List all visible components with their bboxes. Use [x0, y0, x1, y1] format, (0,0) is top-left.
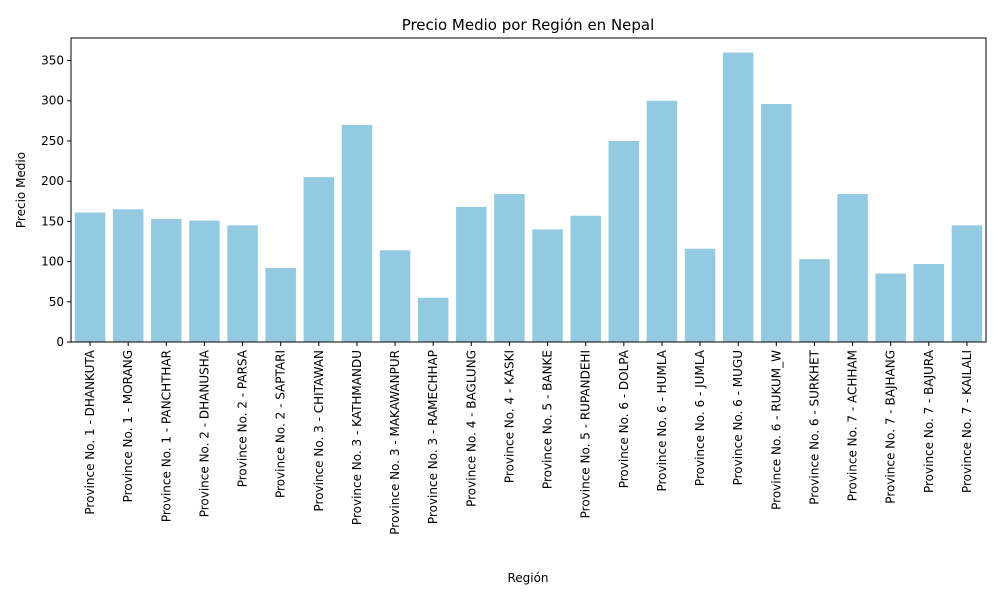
bar	[341, 124, 373, 342]
x-tick-label: Province No. 4 - BAGLUNG	[464, 350, 478, 507]
x-tick-label: Province No. 3 - KATHMANDU	[350, 350, 364, 525]
bar	[837, 194, 868, 342]
y-tick-label: 0	[56, 335, 64, 349]
x-tick-label: Province No. 4 - KASKI	[502, 350, 516, 483]
bar	[684, 248, 716, 342]
bar	[417, 297, 449, 342]
x-axis: Province No. 1 - DHANKUTA Province No. 1 …	[83, 342, 974, 535]
x-tick-label: Province No. 6 - HUMLA	[655, 349, 669, 491]
bar	[570, 215, 601, 342]
x-tick-label: Province No. 5 - BANKE	[541, 350, 555, 489]
x-tick-label: Province No. 1 - PANCHTHAR	[159, 350, 173, 522]
x-tick-label: Province No. 3 - CHITAWAN	[312, 350, 326, 512]
y-tick-label: 200	[41, 174, 64, 188]
bar	[608, 140, 640, 342]
bar	[227, 225, 258, 342]
x-tick-label: Province No. 2 - DHANUSHA	[197, 349, 211, 517]
x-tick-label: Province No. 3 - MAKAWANPUR	[388, 350, 402, 535]
x-tick-label: Province No. 2 - SAPTARI	[274, 350, 288, 498]
x-tick-label: Province No. 3 - RAMECHHAP	[426, 350, 440, 524]
bars-group	[74, 52, 983, 342]
bar	[761, 103, 792, 342]
bar	[303, 177, 335, 342]
chart-title: Precio Medio por Región en Nepal	[402, 16, 655, 34]
bar	[379, 250, 411, 342]
x-tick-label: Province No. 7 - KAILALI	[960, 350, 974, 493]
x-tick-label: Province No. 7 - BAJURA	[922, 349, 936, 493]
x-tick-label: Province No. 6 - JUMLA	[693, 349, 707, 486]
x-tick-label: Province No. 7 - BAJHANG	[884, 350, 898, 504]
bar	[265, 268, 296, 342]
x-tick-label: Province No. 6 - RUKUM_W	[769, 350, 783, 510]
x-tick-label: Province No. 1 - MORANG	[121, 350, 135, 502]
bar	[875, 273, 906, 342]
x-tick-label: Province No. 6 - DOLPA	[617, 349, 631, 488]
bar	[494, 194, 525, 342]
y-tick-label: 150	[41, 214, 64, 228]
bar	[913, 263, 945, 342]
y-tick-label: 300	[41, 94, 64, 108]
bar	[112, 209, 144, 342]
y-axis-label: Precio Medio	[14, 152, 28, 228]
y-tick-label: 50	[49, 295, 64, 309]
x-tick-label: Province No. 5 - RUPANDEHI	[579, 350, 593, 518]
bar	[646, 100, 678, 342]
x-tick-label: Province No. 1 - DHANKUTA	[83, 349, 97, 514]
bar	[722, 52, 754, 342]
y-axis: 0 50 100 150 200 250 300 350	[41, 54, 71, 349]
x-tick-label: Province No. 6 - MUGU	[731, 350, 745, 485]
x-axis-label: Región	[507, 571, 548, 585]
bar	[189, 220, 220, 342]
bar	[951, 225, 983, 342]
x-tick-label: Province No. 2 - PARSA	[236, 349, 250, 487]
bar	[799, 259, 830, 342]
x-tick-label: Province No. 6 - SURKHET	[807, 349, 821, 504]
bar	[74, 212, 106, 342]
bar	[532, 229, 563, 342]
y-tick-label: 250	[41, 134, 64, 148]
bar	[151, 218, 182, 342]
bar	[456, 206, 487, 342]
x-tick-label: Province No. 7 - ACHHAM	[846, 350, 860, 501]
y-tick-label: 350	[41, 54, 64, 68]
plot-frame	[70, 37, 987, 343]
y-tick-label: 100	[41, 255, 64, 269]
